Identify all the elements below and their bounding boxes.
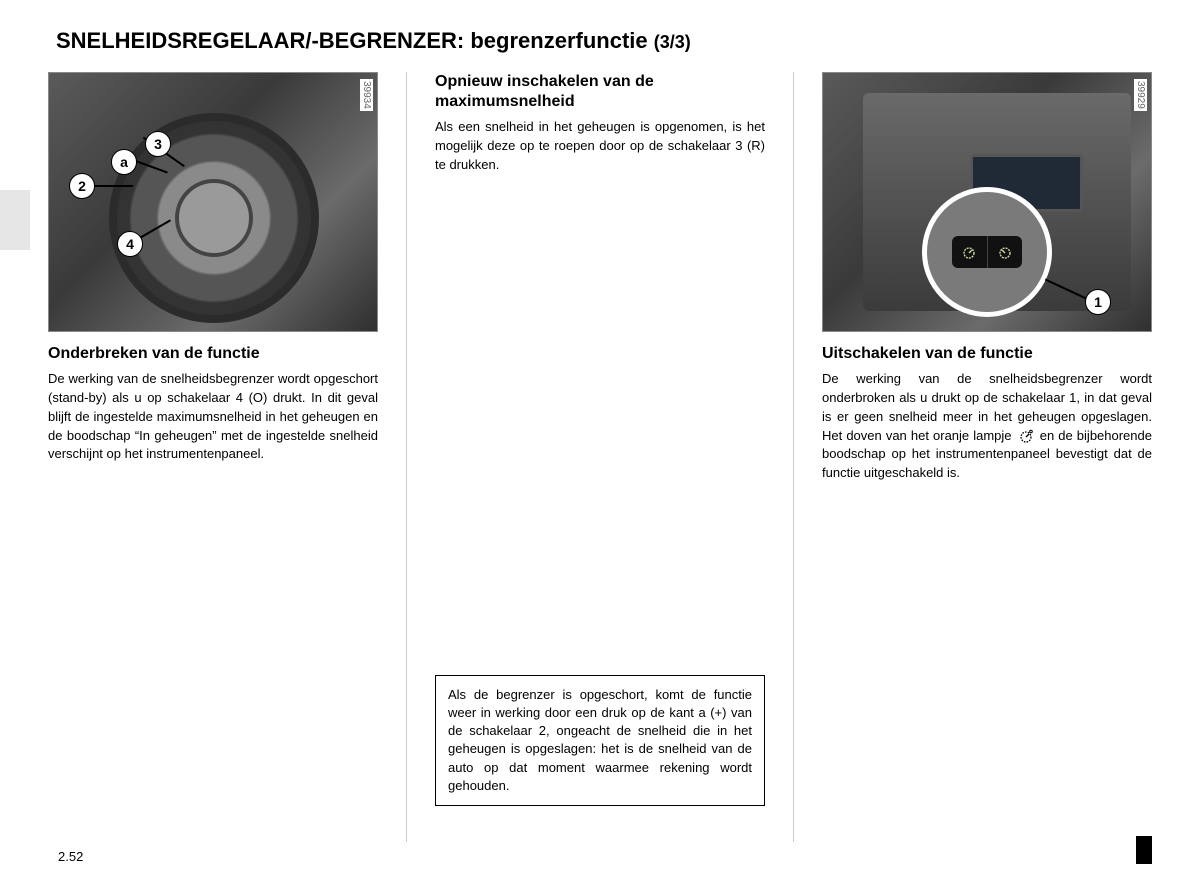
corner-mark xyxy=(1136,836,1152,864)
manual-page: SNELHEIDSREGELAAR/-BEGRENZER: begrenzerf… xyxy=(0,0,1200,888)
limiter-icon xyxy=(952,236,988,268)
image-code: 39934 xyxy=(360,79,373,111)
leader-line xyxy=(93,185,133,187)
columns: 39934 a 3 2 4 Onderbreken van de functie… xyxy=(48,72,1152,842)
callout-a: a xyxy=(111,149,137,175)
column-1: 39934 a 3 2 4 Onderbreken van de functie… xyxy=(48,72,378,842)
title-part: (3/3) xyxy=(654,32,691,52)
cruise-icon xyxy=(988,236,1023,268)
column-separator xyxy=(793,72,794,842)
side-tab xyxy=(0,190,30,250)
page-number: 2.52 xyxy=(58,849,83,864)
col3-heading: Uitschakelen van de functie xyxy=(822,344,1152,364)
page-title: SNELHEIDSREGELAAR/-BEGRENZER: begrenzerf… xyxy=(48,28,1152,54)
limiter-lamp-icon xyxy=(1016,429,1036,443)
limiter-switch-icon xyxy=(952,236,1022,268)
callout-1: 1 xyxy=(1085,289,1111,315)
col2-heading: Opnieuw inschakelen van de maximumsnelhe… xyxy=(435,72,765,112)
switch-inset xyxy=(922,187,1052,317)
note-text: Als de begrenzer is opgeschort, komt de … xyxy=(448,687,752,793)
col1-heading: Onderbreken van de functie xyxy=(48,344,378,364)
column-separator xyxy=(406,72,407,842)
col3-body: De werking van de snelheidsbegrenzer wor… xyxy=(822,370,1152,483)
figure-center-console: 39929 1 xyxy=(822,72,1152,332)
col1-body: De werking van de snelheidsbegrenzer wor… xyxy=(48,370,378,464)
callout-2: 2 xyxy=(69,173,95,199)
title-main: SNELHEIDSREGELAAR/-BEGRENZER: begrenzerf… xyxy=(56,28,648,53)
col2-body: Als een snelheid in het geheugen is opge… xyxy=(435,118,765,175)
steering-wheel-illustration xyxy=(109,113,319,323)
figure-steering-wheel: 39934 a 3 2 4 xyxy=(48,72,378,332)
column-2: Opnieuw inschakelen van de maximumsnelhe… xyxy=(435,72,765,842)
callout-3: 3 xyxy=(145,131,171,157)
column-3: 39929 1 Uitschakelen van de functie xyxy=(822,72,1152,842)
note-box: Als de begrenzer is opgeschort, komt de … xyxy=(435,675,765,806)
callout-4: 4 xyxy=(117,231,143,257)
image-code: 39929 xyxy=(1134,79,1147,111)
